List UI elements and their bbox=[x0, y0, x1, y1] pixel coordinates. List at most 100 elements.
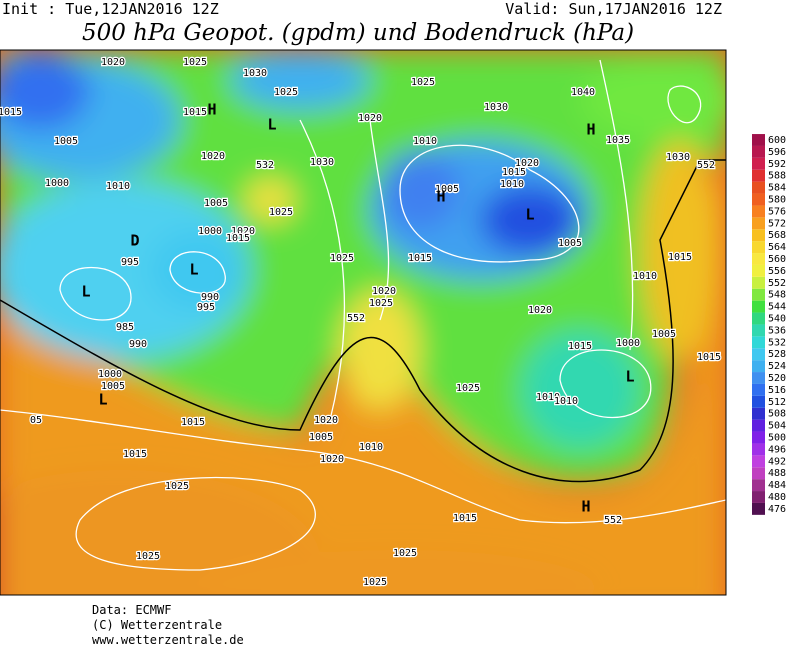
isobar-label: 1010 bbox=[500, 179, 524, 190]
pressure-center: L bbox=[98, 391, 107, 409]
isobar-label: 1015 bbox=[408, 253, 432, 264]
isobar-label: 1035 bbox=[606, 135, 630, 146]
colorbar-label: 556 bbox=[768, 266, 786, 277]
isobar-label: 1025 bbox=[393, 548, 417, 559]
colorbar-label: 504 bbox=[768, 421, 786, 432]
isobar-label: 532 bbox=[256, 160, 274, 171]
colorbar-cell bbox=[752, 431, 765, 444]
copyright: (C) Wetterzentrale bbox=[92, 618, 222, 632]
colorbar-cell bbox=[752, 491, 765, 503]
isobar-label: 1020 bbox=[201, 151, 225, 162]
colorbar-cell bbox=[752, 276, 765, 289]
isobar-label: 1000 bbox=[98, 369, 122, 380]
isobar-label: 1030 bbox=[666, 152, 690, 163]
colorbar-cell bbox=[752, 157, 765, 170]
colorbar-label: 568 bbox=[768, 230, 786, 241]
colorbar-label: 584 bbox=[768, 183, 786, 194]
colorbar-label: 536 bbox=[768, 325, 786, 336]
isobar-label: 1015 bbox=[183, 107, 207, 118]
isobar-label: 1030 bbox=[484, 102, 508, 113]
isobar-label: 1010 bbox=[536, 392, 560, 403]
map-title: 500 hPa Geopot. (gpdm) und Bodendruck (h… bbox=[82, 20, 634, 46]
isobar-label: 1025 bbox=[274, 87, 298, 98]
colorbar-label: 524 bbox=[768, 361, 786, 372]
isobar-label: 1005 bbox=[652, 329, 676, 340]
pressure-center: L bbox=[81, 283, 90, 301]
colorbar-cell bbox=[752, 419, 765, 432]
colorbar-label: 596 bbox=[768, 147, 786, 158]
isobar-label: 1020 bbox=[528, 305, 552, 316]
colorbar-cell bbox=[752, 336, 765, 349]
colorbar-cell bbox=[752, 443, 765, 456]
colorbar-cell bbox=[752, 372, 765, 384]
colorbar-label: 560 bbox=[768, 254, 786, 265]
colorbar-label: 496 bbox=[768, 444, 786, 455]
isobar-label: 1000 bbox=[616, 338, 640, 349]
isobar-label: 1005 bbox=[309, 432, 333, 443]
isobar-label: 1015 bbox=[123, 449, 147, 460]
isobar-label: 1015 bbox=[668, 252, 692, 263]
isobar-label: 1020 bbox=[515, 158, 539, 169]
colorbar-cell bbox=[752, 502, 765, 515]
pressure-center: H bbox=[207, 101, 216, 119]
colorbar-cell bbox=[752, 205, 765, 218]
colorbar-cell bbox=[752, 288, 765, 301]
pressure-center: L bbox=[625, 368, 634, 386]
colorbar-label: 600 bbox=[768, 135, 786, 146]
pressure-center: H bbox=[586, 121, 595, 139]
map-field bbox=[0, 50, 726, 595]
colorbar-label: 544 bbox=[768, 302, 786, 313]
isobar-label: 1015 bbox=[181, 417, 205, 428]
isobar-label: 1015 bbox=[453, 513, 477, 524]
isobar-label: 1005 bbox=[54, 136, 78, 147]
valid-time: Valid: Sun,17JAN2016 12Z bbox=[505, 0, 722, 18]
isobar-label: 1020 bbox=[101, 57, 125, 68]
isobar-label: 1000 bbox=[45, 178, 69, 189]
isobar-label: 1020 bbox=[320, 454, 344, 465]
colorbar-label: 508 bbox=[768, 409, 786, 420]
isobar-label: 1025 bbox=[411, 77, 435, 88]
isobar-label: 1025 bbox=[369, 298, 393, 309]
data-source: Data: ECMWF bbox=[92, 603, 171, 617]
colorbar-label: 512 bbox=[768, 397, 786, 408]
colorbar-cell bbox=[752, 312, 765, 325]
isobar-label: 1010 bbox=[633, 271, 657, 282]
colorbar-cell bbox=[752, 348, 765, 361]
colorbar-label: 476 bbox=[768, 504, 786, 515]
map-frame bbox=[0, 49, 727, 596]
isobar-label: 1015 bbox=[226, 233, 250, 244]
website: www.wetterzentrale.de bbox=[92, 633, 244, 646]
init-time: Init : Tue,12JAN2016 12Z bbox=[2, 0, 219, 18]
isobar-label: 1025 bbox=[456, 383, 480, 394]
pressure-center: L bbox=[267, 116, 276, 134]
isobar-label: 1010 bbox=[359, 442, 383, 453]
pressure-center: L bbox=[189, 261, 198, 279]
colorbar-cell bbox=[752, 241, 765, 254]
colorbar-label: 480 bbox=[768, 492, 786, 503]
colorbar-cell bbox=[752, 300, 765, 313]
colorbar-label: 516 bbox=[768, 385, 786, 396]
colorbar-label: 500 bbox=[768, 433, 786, 444]
isobar-label: 05 bbox=[30, 415, 42, 426]
isobar-label: 552 bbox=[347, 313, 365, 324]
isobar-label: 1005 bbox=[435, 184, 459, 195]
colorbar-label: 552 bbox=[768, 278, 786, 289]
isobar-label: 1010 bbox=[106, 181, 130, 192]
colorbar-label: 588 bbox=[768, 171, 786, 182]
colorbar-label: 492 bbox=[768, 456, 786, 467]
isobar-label: 1015 bbox=[697, 352, 721, 363]
isobar-label: 985 bbox=[116, 322, 134, 333]
colorbar-label: 576 bbox=[768, 206, 786, 217]
isobar-label: 1020 bbox=[358, 113, 382, 124]
isobar-label: 995 bbox=[121, 257, 139, 268]
colorbar-cell bbox=[752, 395, 765, 408]
isobar-label: 990 bbox=[129, 339, 147, 350]
colorbar-cell bbox=[752, 479, 765, 492]
colorbar-label: 484 bbox=[768, 480, 786, 491]
isobar-label: 1000 bbox=[198, 226, 222, 237]
isobar-label: 1025 bbox=[330, 253, 354, 264]
colorbar-label: 528 bbox=[768, 349, 786, 360]
colorbar-label: 548 bbox=[768, 290, 786, 301]
colorbar-cell bbox=[752, 467, 765, 480]
